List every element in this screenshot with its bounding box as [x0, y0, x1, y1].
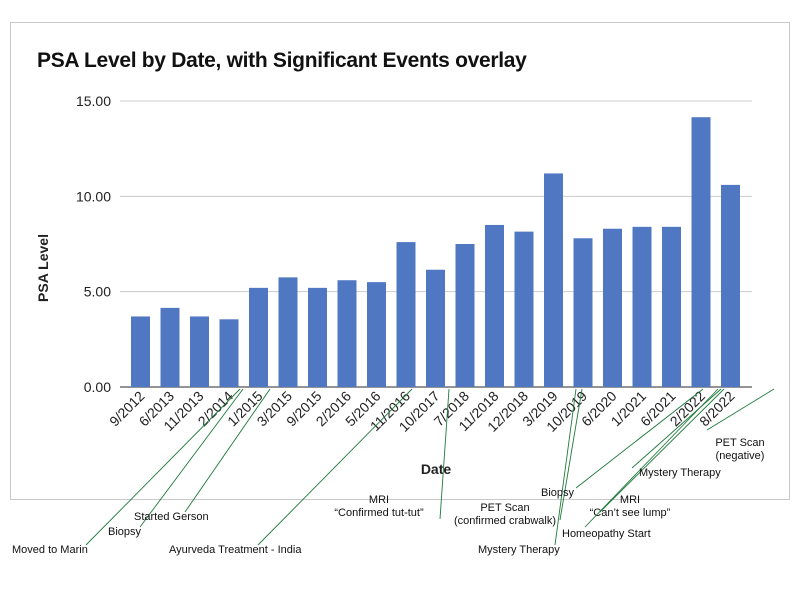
bar-1-2021	[632, 226, 652, 387]
annotation-label: Mystery Therapy	[639, 467, 721, 479]
y-axis-title: PSA Level	[35, 234, 51, 302]
annotation-leader-line	[184, 388, 271, 513]
bar-12-2018	[514, 231, 534, 387]
annotation-label: Homeopathy Start	[562, 528, 651, 540]
bar-6-2013	[160, 307, 180, 387]
annotation-label: Moved to Marin	[12, 544, 88, 556]
annotation-label: Biopsy	[108, 526, 142, 538]
event-annotations: Moved to Marin Biopsy Started Gerson Ayurve…	[12, 388, 775, 556]
bar-3-2019	[544, 173, 563, 387]
bar-9-2015	[308, 287, 327, 387]
bar-1-2015	[249, 287, 268, 387]
annotation-label: Mystery Therapy	[478, 544, 560, 556]
bar-11-2016	[396, 242, 416, 387]
annotation-label: (negative)	[716, 450, 765, 462]
annotation-label: (confirmed crabwalk)	[454, 515, 556, 527]
annotation-label: “Can’t see lump”	[590, 507, 671, 519]
annotation-leader-line	[257, 388, 413, 546]
annotation-leader-line	[85, 388, 241, 546]
annotation-leader-line	[599, 388, 725, 513]
annotation-leader-line	[575, 388, 704, 489]
y-tick-label: 5.00	[84, 284, 111, 300]
annotation-label: “Confirmed tut-tut”	[334, 507, 424, 519]
annotation-leader-line	[554, 388, 577, 546]
bars	[131, 117, 740, 387]
y-tick-label: 15.00	[76, 93, 111, 109]
annotation-leader-line	[584, 388, 719, 528]
bar-7-2018	[455, 244, 475, 387]
bar-2-2016	[337, 280, 357, 387]
annotation-label: PET Scan	[480, 502, 529, 514]
annotation-label: Started Gerson	[134, 511, 209, 523]
bar-10-2019	[573, 238, 593, 387]
x-axis-title: Date	[421, 461, 452, 477]
bar-6-2020	[603, 228, 622, 387]
annotation-label: MRI	[620, 494, 640, 506]
bar-8-2022	[721, 184, 740, 387]
chart-title: PSA Level by Date, with Significant Even…	[37, 49, 527, 72]
annotation-leader-line	[706, 388, 775, 431]
bar-2-2022	[691, 117, 711, 387]
bar-10-2017	[426, 269, 445, 387]
annotation-label: MRI	[369, 494, 389, 506]
bar-11-2018	[485, 224, 504, 387]
bar-6-2021	[662, 226, 681, 387]
bar-5-2016	[367, 282, 386, 387]
annotation-leader-line	[559, 388, 583, 521]
annotation-leader-line	[139, 388, 244, 528]
bar-2-2014	[219, 319, 239, 387]
y-tick-label: 0.00	[84, 379, 111, 395]
annotation-leader-line	[631, 388, 722, 469]
bar-11-2013	[190, 316, 209, 387]
y-axis-ticks: 0.00 5.00 10.00 15.00	[76, 93, 111, 395]
annotation-leader-line	[439, 388, 450, 520]
annotation-label: Biopsy	[541, 487, 575, 499]
annotation-label: PET Scan	[715, 437, 764, 449]
y-tick-label: 10.00	[76, 188, 111, 204]
annotation-label: Ayurveda Treatment - India	[169, 544, 302, 556]
bar-9-2012	[131, 316, 150, 387]
x-axis-ticks: 9/20126/201311/20132/20141/20153/20159/2…	[106, 388, 738, 435]
bar-3-2015	[278, 277, 298, 387]
